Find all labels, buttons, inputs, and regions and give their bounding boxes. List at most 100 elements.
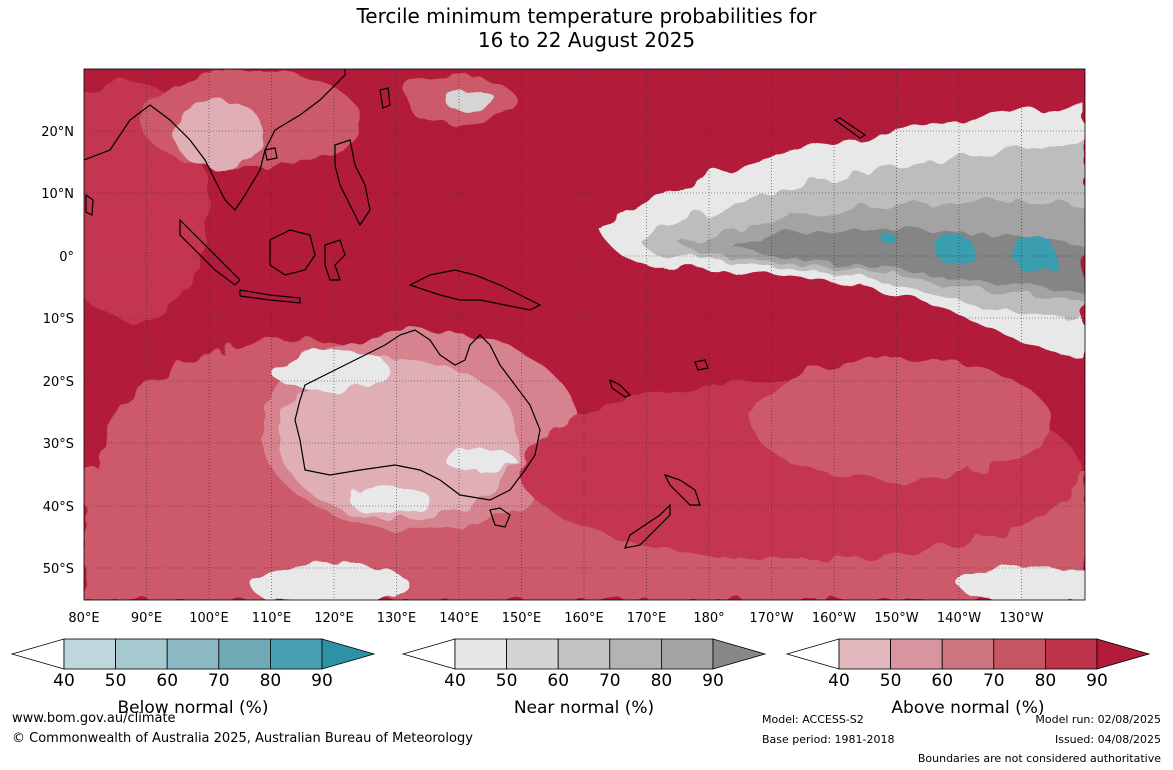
borneo-outline bbox=[269, 229, 316, 276]
colorbar-title: Below normal (%) bbox=[118, 698, 269, 718]
java-outline bbox=[239, 289, 301, 304]
lat-label: 30°S bbox=[43, 437, 74, 452]
lon-label: 120°E bbox=[314, 611, 354, 626]
field-below-80-pacific-c bbox=[882, 235, 898, 245]
lon-label: 80°E bbox=[68, 611, 99, 626]
colorbar-segment bbox=[890, 638, 943, 670]
base-period-text: Base period: 1981-2018 bbox=[762, 733, 895, 746]
website-link[interactable]: www.bom.gov.au/climate bbox=[12, 711, 176, 726]
colorbar-tick: 90 bbox=[311, 671, 333, 691]
new-caledonia-outline bbox=[609, 378, 632, 398]
colorbar-low-extend bbox=[10, 638, 65, 670]
lat-label: 20°S bbox=[43, 375, 74, 390]
colorbar-tick: 70 bbox=[208, 671, 230, 691]
field-above-50-indochina bbox=[175, 100, 265, 170]
new-zealand-south-outline bbox=[624, 503, 671, 549]
disclaimer-text: Boundaries are not considered authoritat… bbox=[917, 752, 1161, 765]
colorbar-tick: 50 bbox=[105, 671, 127, 691]
map-title: Tercile minimum temperature probabilitie… bbox=[0, 4, 1173, 52]
sulawesi-outline bbox=[324, 239, 346, 281]
colorbar-tick: 40 bbox=[53, 671, 75, 691]
lon-label: 130°E bbox=[377, 611, 417, 626]
field-near-60-taiwan bbox=[445, 88, 495, 112]
sri-lanka-outline bbox=[85, 193, 94, 216]
field-near-90-pacific bbox=[730, 230, 1085, 290]
colorbar-2: 40 50 60 70 80 90 Near normal (%) bbox=[401, 638, 767, 718]
gridlines bbox=[84, 69, 1085, 600]
sumatra-outline bbox=[179, 218, 241, 286]
colorbar-low-extend bbox=[785, 638, 840, 670]
fiji-outline bbox=[694, 359, 709, 371]
hainan-outline bbox=[264, 147, 278, 161]
map-frame bbox=[83, 68, 1086, 601]
lat-label: 10°N bbox=[41, 187, 74, 202]
tasmania-outline bbox=[489, 507, 511, 528]
lon-label: 170°E bbox=[627, 611, 667, 626]
longitude-labels: 80°E 90°E 100°E 110°E 120°E 130°E 140°E 150°E 16… bbox=[68, 611, 1043, 626]
hawaii-outline bbox=[833, 117, 867, 139]
colorbar-segment bbox=[115, 638, 168, 670]
lon-label: 100°E bbox=[189, 611, 229, 626]
issued-text: Issued: 04/08/2025 bbox=[1054, 733, 1161, 746]
lat-label: 50°S bbox=[43, 562, 74, 577]
colorbar-tick: 50 bbox=[496, 671, 518, 691]
colorbar-tick: 40 bbox=[828, 671, 850, 691]
probability-fields bbox=[84, 70, 1085, 600]
model-text: Model: ACCESS-S2 bbox=[762, 713, 864, 726]
field-near-50-southwest bbox=[250, 565, 410, 600]
field-near-50-southeast bbox=[960, 565, 1085, 600]
new-zealand-north-outline bbox=[663, 473, 701, 506]
lon-label: 160°W bbox=[812, 611, 856, 626]
title-line-1: Tercile minimum temperature probabilitie… bbox=[356, 4, 817, 28]
colorbar-segment bbox=[218, 638, 271, 670]
colorbar-title: Above normal (%) bbox=[891, 698, 1044, 718]
map-area[interactable] bbox=[50, 69, 1100, 605]
field-below-80-pacific-b bbox=[1013, 237, 1057, 273]
lat-label: 40°S bbox=[43, 500, 74, 515]
colorbar-tick: 80 bbox=[1035, 671, 1057, 691]
lon-label: 110°E bbox=[252, 611, 292, 626]
model-run-text: Model run: 02/08/2025 bbox=[1035, 713, 1161, 726]
field-above-70-pacific bbox=[750, 360, 1050, 480]
colorbar-segment bbox=[1045, 638, 1098, 670]
colorbar-tick: 90 bbox=[702, 671, 724, 691]
colorbar-tick: 40 bbox=[444, 671, 466, 691]
asia-mainland-outline bbox=[84, 69, 346, 211]
colorbar-segment bbox=[838, 638, 891, 670]
lon-label: 150°E bbox=[502, 611, 542, 626]
lon-label: 90°E bbox=[131, 611, 162, 626]
lon-label: 130°W bbox=[999, 611, 1043, 626]
colorbar-tick: 60 bbox=[547, 671, 569, 691]
colorbar-tick: 50 bbox=[880, 671, 902, 691]
colorbar-segment bbox=[993, 638, 1046, 670]
colorbar-high-extend bbox=[1096, 638, 1151, 670]
colorbars: 40 50 60 70 80 90 Below normal (%) 40 50 60 70 80 90… bbox=[10, 638, 1151, 718]
colorbar-1: 40 50 60 70 80 90 Below normal (%) bbox=[10, 638, 376, 718]
field-near-50-nw-australia bbox=[270, 350, 390, 390]
colorbar-tick: 80 bbox=[260, 671, 282, 691]
colorbar-tick: 60 bbox=[931, 671, 953, 691]
lat-label: 0° bbox=[59, 250, 74, 265]
colorbar-high-extend bbox=[712, 638, 767, 670]
field-below-80-pacific-a bbox=[935, 236, 975, 264]
colorbar-segment bbox=[557, 638, 611, 670]
colorbar-3: 40 50 60 70 80 90 Above normal (%) bbox=[785, 638, 1151, 718]
colorbar-segment bbox=[506, 638, 559, 670]
lat-label: 10°S bbox=[43, 312, 74, 327]
lat-label: 20°N bbox=[41, 125, 74, 140]
colorbar-segment bbox=[609, 638, 662, 670]
colorbar-tick: 70 bbox=[983, 671, 1005, 691]
colorbar-high-extend bbox=[321, 638, 376, 670]
colorbar-tick: 80 bbox=[651, 671, 673, 691]
colorbar-low-extend bbox=[401, 638, 456, 670]
colorbar-segment bbox=[269, 638, 323, 670]
lon-label: 180° bbox=[693, 611, 724, 626]
colorbar-segment bbox=[941, 638, 995, 670]
coastlines bbox=[84, 69, 867, 549]
field-near-50-se-australia bbox=[445, 448, 515, 472]
taiwan-outline bbox=[379, 87, 391, 109]
lon-label: 170°W bbox=[749, 611, 793, 626]
colorbar-segment bbox=[63, 638, 116, 670]
colorbar-tick: 90 bbox=[1086, 671, 1108, 691]
